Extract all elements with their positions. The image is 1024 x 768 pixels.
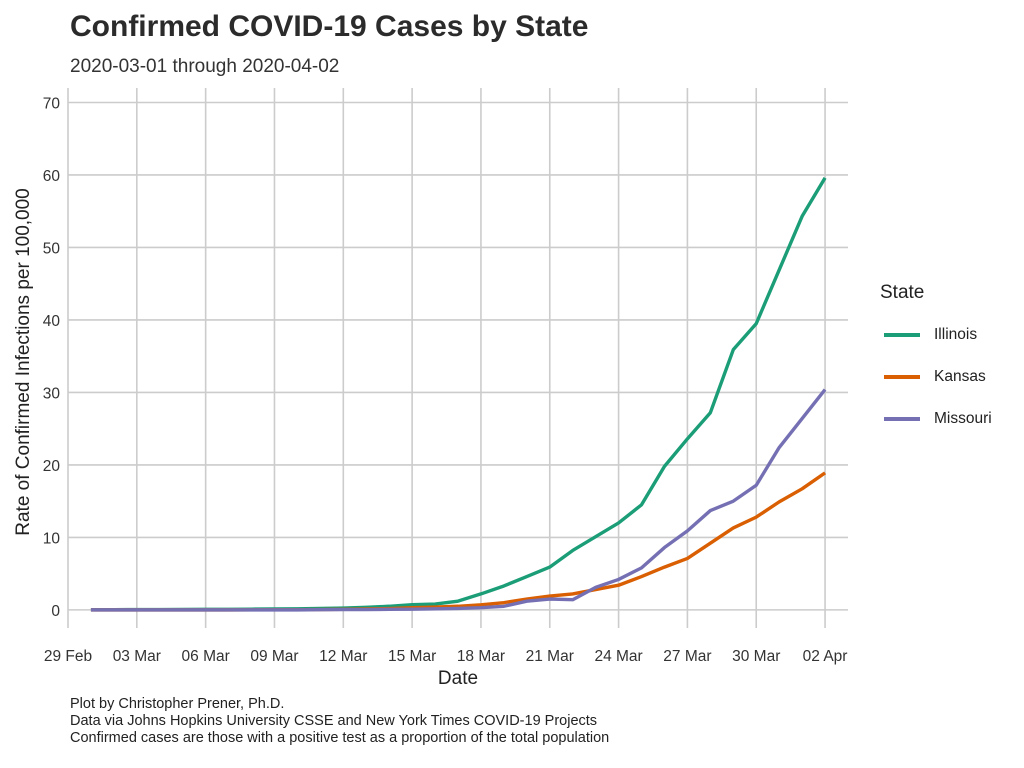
legend-item-kansas: Kansas	[880, 366, 992, 387]
x-tick-label: 15 Mar	[388, 648, 436, 665]
caption-line: Confirmed cases are those with a positiv…	[70, 730, 610, 746]
x-tick-label: 27 Mar	[663, 648, 711, 665]
legend: State Illinois Kansas Missouri	[880, 282, 992, 450]
legend-item-missouri: Missouri	[880, 408, 992, 429]
x-tick-label: 29 Feb	[44, 648, 92, 665]
series-line-missouri	[90, 388, 827, 612]
legend-label: Illinois	[934, 325, 978, 343]
y-tick-label: 20	[43, 458, 61, 475]
y-tick-label: 40	[43, 313, 61, 330]
series-line-illinois	[90, 177, 827, 612]
legend-item-illinois: Illinois	[880, 324, 992, 345]
y-tick-label: 60	[43, 168, 61, 185]
x-tick-labels: 29 Feb 03 Mar 06 Mar 09 Mar 12 Mar 15 Mar 18 M…	[44, 648, 848, 665]
y-tick-label: 70	[43, 95, 61, 112]
legend-swatch	[884, 416, 920, 421]
legend-swatch	[884, 332, 920, 337]
x-tick-label: 02 Apr	[803, 648, 848, 665]
legend-label: Kansas	[934, 367, 986, 385]
x-tick-label: 24 Mar	[594, 648, 642, 665]
y-tick-label: 30	[43, 385, 61, 402]
chart-subtitle: 2020-03-01 through 2020-04-02	[70, 56, 340, 77]
chart-title: Confirmed COVID-19 Cases by State	[70, 10, 589, 43]
caption: Plot by Christopher Prener, Ph.D. Data v…	[70, 696, 609, 747]
legend-swatch	[884, 374, 920, 379]
y-tick-label: 10	[43, 530, 61, 547]
y-axis-label: Rate of Confirmed Infections per 100,000	[13, 188, 34, 535]
legend-title: State	[880, 282, 925, 303]
x-tick-label: 09 Mar	[250, 648, 298, 665]
series-lines	[90, 177, 827, 612]
x-tick-label: 12 Mar	[319, 648, 367, 665]
x-tick-label: 30 Mar	[732, 648, 780, 665]
legend-label: Missouri	[934, 409, 992, 427]
x-tick-label: 18 Mar	[457, 648, 505, 665]
x-tick-label: 06 Mar	[182, 648, 230, 665]
series-line-kansas	[90, 471, 827, 612]
y-tick-label: 50	[43, 240, 61, 257]
caption-line: Plot by Christopher Prener, Ph.D.	[70, 696, 285, 712]
x-tick-label: 03 Mar	[113, 648, 161, 665]
x-tick-label: 21 Mar	[526, 648, 574, 665]
caption-line: Data via Johns Hopkins University CSSE a…	[70, 713, 598, 729]
x-axis-label: Date	[438, 668, 478, 689]
y-tick-label: 0	[51, 603, 60, 620]
y-tick-labels: 0 10 20 30 40 50 60 70	[43, 95, 61, 619]
